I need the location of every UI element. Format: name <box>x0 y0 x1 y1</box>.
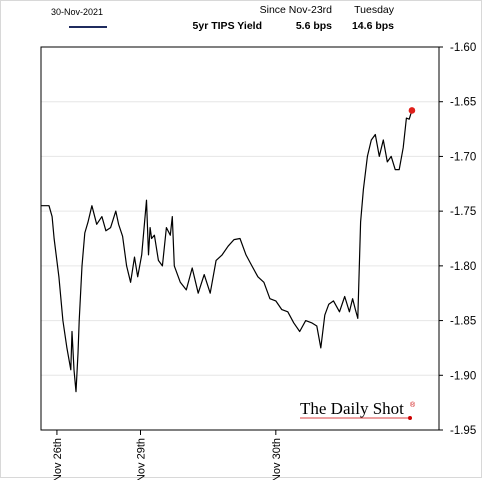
y-tick-label: -1.75 <box>450 206 476 218</box>
day-label: Tuesday <box>354 4 394 16</box>
y-tick-label: -1.95 <box>450 425 476 437</box>
since-label: Since Nov-23rd <box>259 4 332 16</box>
y-tick-label: -1.65 <box>450 97 476 109</box>
series-line-5yr-tips-yield <box>41 110 413 393</box>
y-tick-label: -1.60 <box>450 42 476 54</box>
plot-area-border <box>40 46 440 431</box>
legend-line-swatch <box>69 26 107 28</box>
x-tick-label: Nov 30th <box>271 438 283 480</box>
x-axis: Nov 26th Nov 29th Nov 30th <box>52 430 283 480</box>
series-layer <box>41 107 416 393</box>
y-axis: -1.60 -1.65 -1.70 -1.75 -1.80 -1.85 -1.90 -1.95 <box>439 42 476 437</box>
y-tick-label: -1.70 <box>450 151 476 163</box>
series-label: 5yr TIPS Yield <box>192 20 262 32</box>
watermark-dot <box>408 416 412 420</box>
chart-date: 30-Nov-2021 <box>51 7 104 17</box>
watermark-registered-mark: ® <box>410 401 416 409</box>
watermark: The Daily Shot ® <box>300 399 416 420</box>
last-point-marker <box>408 107 416 114</box>
y-tick-label: -1.80 <box>450 261 476 273</box>
watermark-text: The Daily Shot <box>300 399 404 418</box>
x-tick-label: Nov 29th <box>136 438 148 480</box>
since-value: 5.6 bps <box>295 20 332 32</box>
y-tick-label: -1.90 <box>450 370 476 382</box>
day-value: 14.6 bps <box>351 20 394 32</box>
x-tick-label: Nov 26th <box>52 438 64 480</box>
y-tick-label: -1.85 <box>450 316 476 328</box>
